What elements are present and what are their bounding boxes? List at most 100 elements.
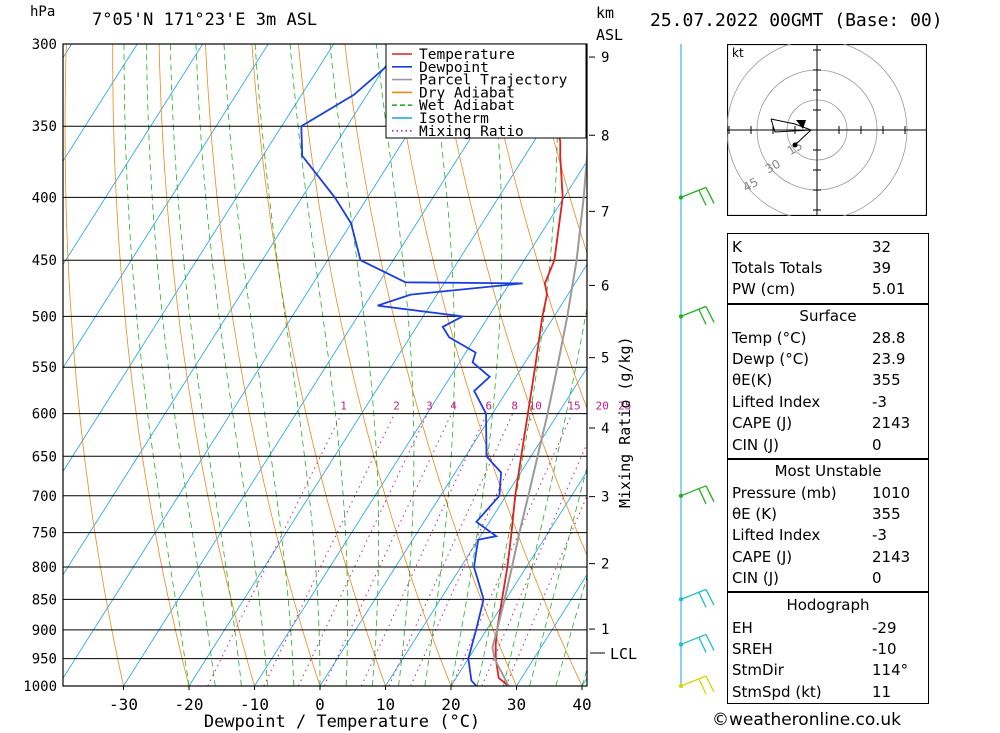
index-row: θE (K) 355	[728, 503, 926, 524]
legend-box	[385, 43, 587, 139]
index-value: 0	[872, 569, 882, 588]
wind-barb-flag	[705, 306, 715, 323]
pressure-tick-label: 550	[32, 360, 57, 376]
km-tick-label: 4	[601, 421, 609, 437]
lcl-label: LCL	[610, 645, 637, 663]
hodograph-indices-panel: Hodograph EH -29 SREH -10 StmDir 114° StmSpd (…	[727, 592, 929, 704]
wind-barb-staff	[680, 633, 707, 646]
mixing-ratio-line	[410, 413, 534, 686]
wind-barb-staff	[680, 675, 707, 687]
wind-barb-flag	[698, 488, 707, 505]
legend-label: Mixing Ratio	[419, 124, 524, 140]
wet-adiabat-line	[375, 44, 415, 686]
index-key: StmDir	[732, 661, 784, 680]
isotherm-line	[450, 470, 587, 686]
index-row: SREH -10	[728, 638, 926, 659]
mixing-ratio-line	[451, 413, 573, 686]
dry-adiabat-line	[390, 44, 583, 686]
index-row: θE(K) 355	[728, 370, 926, 391]
pressure-tick-label: 900	[32, 623, 57, 639]
wind-barb	[678, 485, 715, 505]
wind-barb	[678, 305, 715, 325]
asl-label: ASL	[596, 26, 624, 44]
legend-label: Parcel Trajectory	[419, 73, 568, 89]
mixing-ratio-tick-label: 6	[485, 400, 492, 413]
hodograph-segment	[794, 129, 812, 146]
isotherm-line	[63, 44, 400, 576]
wind-barb	[678, 588, 715, 608]
index-row: CAPE (J) 2143	[728, 413, 926, 434]
index-key: StmSpd (kt)	[732, 682, 822, 701]
isotherm-line	[254, 160, 587, 686]
wind-barb-flag	[698, 190, 707, 206]
wind-barb	[678, 633, 715, 653]
index-row: Lifted Index -3	[728, 391, 926, 412]
pressure-tick-label: 1000	[23, 679, 57, 695]
x-axis-label: Dewpoint / Temperature (°C)	[204, 712, 480, 732]
credit-text: ©weatheronline.co.uk	[712, 710, 902, 730]
mixing-ratio-line	[481, 442, 587, 686]
index-key: CIN (J)	[732, 569, 780, 588]
index-row: CIN (J) 0	[728, 568, 926, 589]
legend-label: Isotherm	[419, 111, 489, 127]
index-key: EH	[732, 618, 753, 637]
isotherm-line	[123, 44, 531, 686]
pressure-tick-label: 750	[32, 526, 57, 542]
index-key: θE (K)	[732, 505, 777, 524]
mixing-ratio-tick-label: 10	[529, 400, 542, 413]
mixing-ratio-line	[323, 413, 452, 686]
wind-barb	[678, 675, 715, 695]
dry-adiabat-line	[995, 44, 1000, 686]
km-tick-label: 6	[601, 278, 609, 294]
hodograph-trace	[770, 118, 812, 131]
index-value: 355	[872, 505, 901, 524]
index-row: K 32	[728, 236, 926, 257]
wind-barb-flag	[698, 637, 707, 653]
wind-barb	[678, 186, 715, 206]
km-tick-label: 1	[601, 622, 609, 638]
dry-adiabat-line	[205, 44, 321, 686]
pressure-tick-label: 950	[32, 652, 57, 668]
hodograph-trace	[770, 118, 812, 133]
dewpoint-line	[300, 44, 523, 686]
wind-barb-flag	[705, 187, 715, 204]
index-value: -10	[872, 640, 897, 659]
dry-adiabat-line	[483, 44, 587, 410]
index-value: -3	[872, 526, 887, 545]
mixing-ratio-tick-label: 25	[618, 400, 631, 413]
index-value: 11	[872, 682, 892, 701]
index-row: Lifted Index -3	[728, 525, 926, 546]
mixing-ratio-line	[298, 413, 428, 686]
index-value: 23.9	[872, 350, 906, 369]
index-key: Lifted Index	[732, 526, 821, 545]
index-row: StmSpd (kt) 11	[728, 681, 926, 702]
mixing-ratio-tick-label: 2	[393, 400, 400, 413]
wet-adiabat-line	[223, 44, 295, 686]
index-value: 32	[872, 237, 892, 256]
location-title: 7°05'N 171°23'E 3m ASL	[92, 10, 318, 30]
legend-label: Dewpoint	[419, 60, 489, 76]
index-value: 2143	[872, 547, 911, 566]
temperature-tick-label: -30	[109, 695, 138, 714]
dry-adiabat-line	[112, 44, 190, 686]
km-tick-label: 3	[601, 490, 609, 506]
isotherm-line	[0, 44, 6, 686]
index-row: CIN (J) 0	[728, 434, 926, 455]
index-row: Totals Totals 39	[728, 257, 926, 278]
hodograph-ring-label: 45	[741, 175, 761, 195]
index-key: Temp (°C)	[732, 328, 807, 347]
dry-adiabat-line	[298, 44, 452, 686]
index-key: Lifted Index	[732, 392, 821, 411]
wet-adiabat-line	[123, 44, 190, 686]
legend-label: Wet Adiabat	[419, 98, 515, 114]
legend-label: Temperature	[419, 47, 515, 63]
pressure-tick-label: 450	[32, 253, 57, 269]
pressure-tick-label: 700	[32, 489, 57, 505]
plot-frame	[62, 43, 588, 687]
storm-motion-marker	[796, 120, 806, 129]
surface-indices-panel: Surface Temp (°C) 28.8 Dewp (°C) 23.9 θE(K) 3…	[727, 304, 929, 459]
index-row: Pressure (mb) 1010	[728, 482, 926, 503]
km-tick-label: 8	[601, 128, 609, 144]
hodograph-unit-label: kt	[732, 46, 744, 60]
